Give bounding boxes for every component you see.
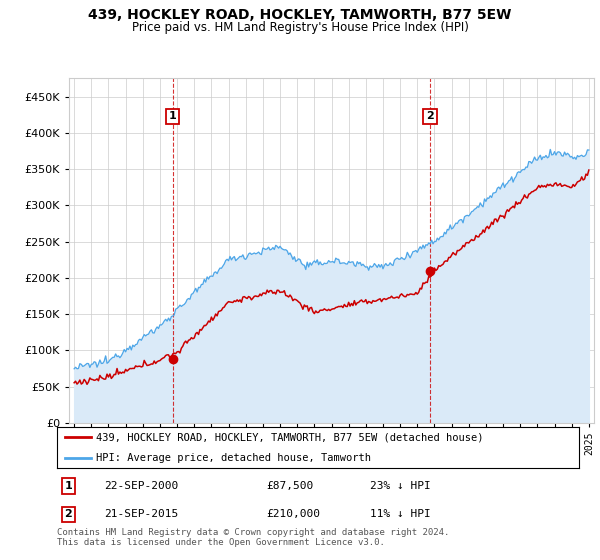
Text: 22-SEP-2000: 22-SEP-2000 (104, 481, 178, 491)
Text: 23% ↓ HPI: 23% ↓ HPI (370, 481, 431, 491)
Text: 1: 1 (169, 111, 176, 122)
Text: £210,000: £210,000 (266, 510, 320, 519)
Text: 1: 1 (65, 481, 73, 491)
Text: 2: 2 (426, 111, 434, 122)
Text: Contains HM Land Registry data © Crown copyright and database right 2024.
This d: Contains HM Land Registry data © Crown c… (57, 528, 449, 547)
Text: HPI: Average price, detached house, Tamworth: HPI: Average price, detached house, Tamw… (96, 452, 371, 463)
Text: 439, HOCKLEY ROAD, HOCKLEY, TAMWORTH, B77 5EW: 439, HOCKLEY ROAD, HOCKLEY, TAMWORTH, B7… (88, 8, 512, 22)
Text: 439, HOCKLEY ROAD, HOCKLEY, TAMWORTH, B77 5EW (detached house): 439, HOCKLEY ROAD, HOCKLEY, TAMWORTH, B7… (96, 432, 484, 442)
Text: 21-SEP-2015: 21-SEP-2015 (104, 510, 178, 519)
Text: £87,500: £87,500 (266, 481, 313, 491)
Text: Price paid vs. HM Land Registry's House Price Index (HPI): Price paid vs. HM Land Registry's House … (131, 21, 469, 34)
Text: 2: 2 (65, 510, 73, 519)
Text: 11% ↓ HPI: 11% ↓ HPI (370, 510, 431, 519)
